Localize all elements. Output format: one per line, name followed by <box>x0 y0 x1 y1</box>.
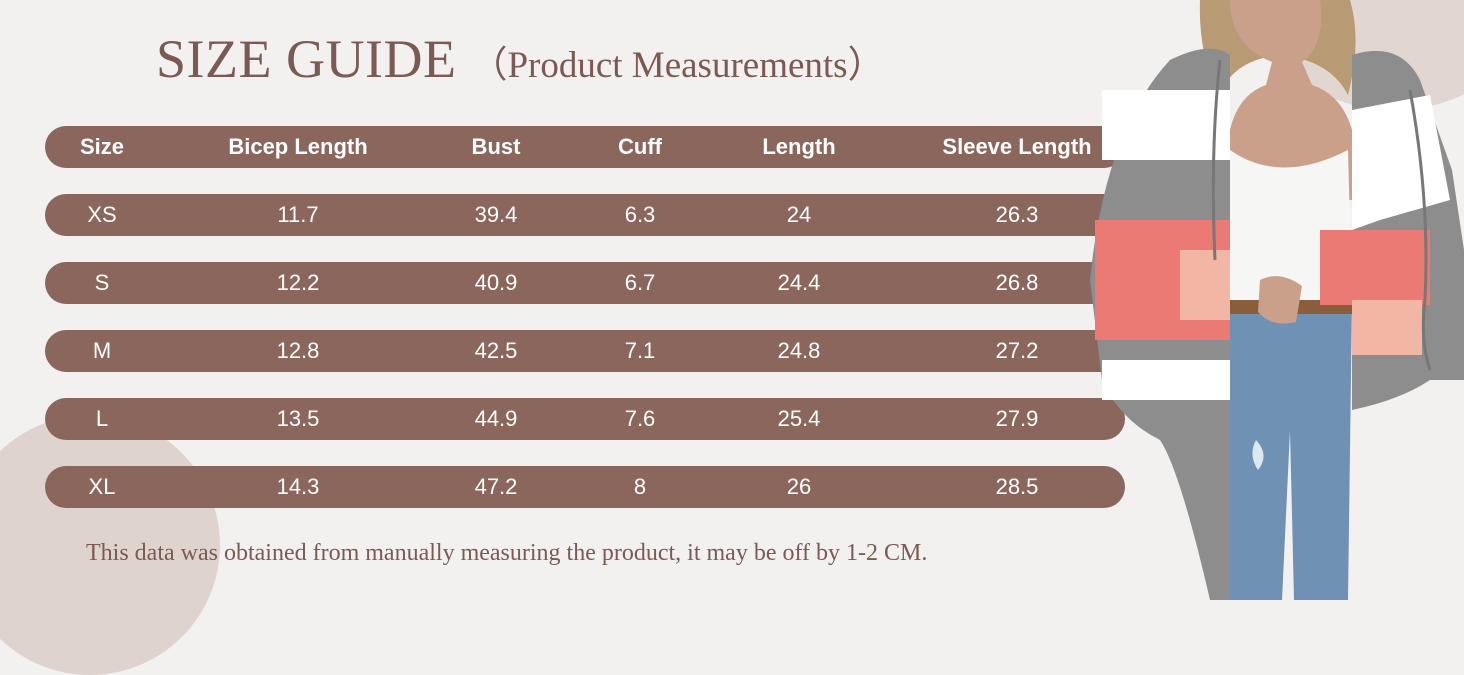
cell-bust: 42.5 <box>474 338 518 363</box>
cell-length: 26 <box>786 474 812 499</box>
title-subtitle: （Product Measurements） <box>470 45 885 86</box>
cell-length: 24 <box>786 202 812 227</box>
cell-cuff: 7.6 <box>624 406 656 431</box>
model-photo <box>1090 0 1464 600</box>
cell-cuff: 6.7 <box>624 270 656 295</box>
cell-size: L <box>95 406 109 431</box>
cell-bust: 39.4 <box>474 202 518 227</box>
cell-size: M <box>92 338 112 363</box>
cell-sleeve-length: 28.5 <box>995 474 1039 499</box>
table-row: S 12.2 40.9 6.7 24.4 26.8 <box>45 262 1125 304</box>
cell-size: XL <box>88 474 116 499</box>
title-main: SIZE GUIDE <box>156 29 457 89</box>
cell-sleeve-length: 27.9 <box>995 406 1039 431</box>
cell-size: S <box>94 270 110 295</box>
cell-sleeve-length: 26.3 <box>995 202 1039 227</box>
cell-sleeve-length: 26.8 <box>995 270 1039 295</box>
table-row: XL 14.3 47.2 8 26 28.5 <box>45 466 1125 508</box>
cell-sleeve-length: 27.2 <box>995 338 1039 363</box>
cell-bicep-length: 11.7 <box>277 202 319 227</box>
header-sleeve-length: Sleeve Length <box>942 134 1092 159</box>
cell-cuff: 6.3 <box>624 202 656 227</box>
cell-bust: 40.9 <box>474 270 518 295</box>
page-title: SIZE GUIDE （Product Measurements） <box>156 28 885 90</box>
header-size: Size <box>79 134 125 159</box>
cell-bust: 47.2 <box>474 474 518 499</box>
header-bicep-length: Bicep Length <box>228 134 368 159</box>
cell-bicep-length: 13.5 <box>276 406 320 431</box>
table-header-row: Size Bicep Length Bust Cuff Length Sleev… <box>45 126 1125 168</box>
measurement-disclaimer: This data was obtained from manually mea… <box>86 540 928 566</box>
cell-size: XS <box>87 202 117 227</box>
table-row: L 13.5 44.9 7.6 25.4 27.9 <box>45 398 1125 440</box>
cell-bicep-length: 12.2 <box>276 270 320 295</box>
cell-cuff: 8 <box>633 474 647 499</box>
header-bust: Bust <box>471 134 521 159</box>
cell-bust: 44.9 <box>474 406 518 431</box>
cell-bicep-length: 12.8 <box>276 338 320 363</box>
table-row: M 12.8 42.5 7.1 24.8 27.2 <box>45 330 1125 372</box>
cell-length: 25.4 <box>777 406 821 431</box>
cell-bicep-length: 14.3 <box>276 474 320 499</box>
header-length: Length <box>762 134 836 159</box>
cell-cuff: 7.1 <box>624 338 656 363</box>
table-row: XS 11.7 39.4 6.3 24 26.3 <box>45 194 1125 236</box>
cell-length: 24.8 <box>777 338 821 363</box>
header-cuff: Cuff <box>618 134 662 159</box>
cell-length: 24.4 <box>777 270 821 295</box>
